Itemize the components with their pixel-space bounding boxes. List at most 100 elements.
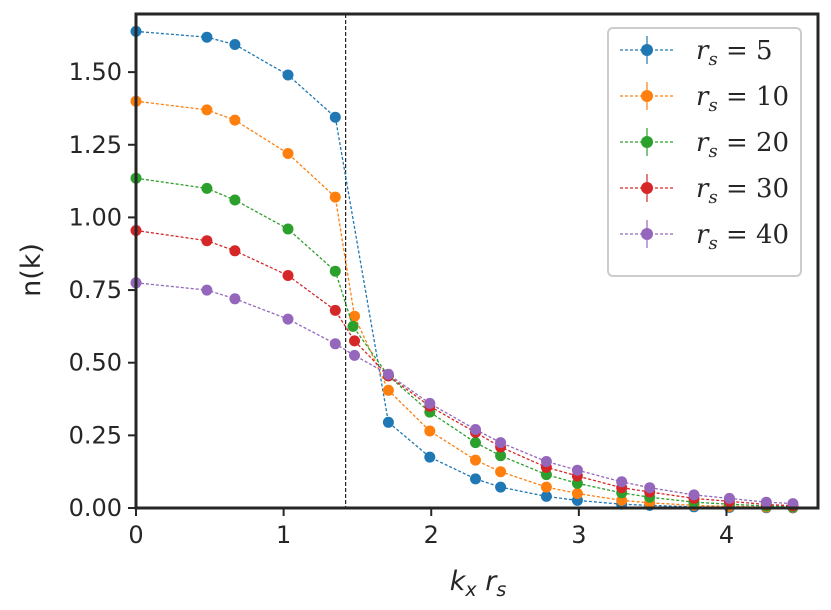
data-point-s0-p4 — [329, 111, 341, 123]
legend-label-sub-3: s — [708, 187, 717, 208]
data-point-s0-p2 — [229, 39, 241, 50]
data-point-s2-p5 — [347, 320, 359, 332]
data-point-s4-p6 — [382, 368, 394, 380]
legend-label-2: rs = 20 — [696, 128, 789, 162]
legend-label-sub-1: s — [708, 95, 717, 116]
data-point-s3-p1 — [201, 235, 213, 247]
legend-label-eq-0: = 5 — [718, 36, 773, 66]
legend-label-symbol-3: r — [696, 174, 710, 204]
legend-label-symbol-1: r — [696, 82, 710, 112]
data-point-s4-p1 — [201, 284, 213, 296]
data-point-s4-p5 — [349, 349, 360, 361]
legend-marker-2 — [641, 136, 653, 148]
data-point-s0-p3 — [282, 69, 294, 81]
data-point-s0-p1 — [201, 31, 213, 43]
legend-label-3: rs = 30 — [696, 174, 789, 208]
y-tick-label-6: 1.50 — [69, 58, 122, 86]
legend-label-0: rs = 5 — [696, 36, 773, 70]
data-point-s2-p3 — [282, 223, 294, 235]
data-point-s4-p3 — [282, 313, 294, 325]
data-point-s1-p3 — [282, 148, 294, 159]
x-axis-label-k: k — [450, 566, 467, 597]
data-point-s1-p2 — [229, 114, 241, 126]
x-tick-label-2: 2 — [424, 521, 439, 549]
legend-label-4: rs = 40 — [696, 220, 789, 254]
data-point-s0-p6 — [424, 451, 436, 463]
series-line-3 — [135, 229, 793, 507]
data-point-s0-p5 — [382, 416, 394, 428]
legend-label-sub-0: s — [708, 49, 717, 70]
x-tick-label-1: 1 — [276, 521, 291, 549]
series-line-1 — [135, 100, 793, 509]
legend-label-symbol-2: r — [696, 128, 710, 158]
x-axis-label-sub-x: x — [464, 579, 477, 601]
data-point-s0-p7 — [470, 473, 481, 485]
data-point-s0-p8 — [495, 481, 507, 493]
y-axis-label: n(k) — [16, 243, 47, 297]
data-point-s1-p7 — [424, 425, 436, 437]
legend-label-1: rs = 10 — [696, 82, 789, 116]
x-tick-label-0: 0 — [128, 521, 143, 549]
data-point-s3-p3 — [282, 270, 294, 281]
data-point-s2-p2 — [229, 194, 241, 206]
legend-label-eq-3: = 30 — [718, 174, 789, 204]
data-point-s1-p11 — [571, 488, 583, 499]
data-point-s4-p7 — [424, 397, 436, 409]
legend-label-symbol-4: r — [696, 220, 710, 250]
y-tick-label-4: 1.00 — [69, 203, 122, 231]
data-point-s2-p8 — [470, 437, 481, 449]
data-point-s1-p4 — [329, 191, 341, 203]
legend-label-eq-4: = 40 — [718, 220, 789, 250]
x-axis-label-sub-s: s — [496, 579, 506, 601]
data-point-s3-p4 — [329, 304, 341, 316]
data-point-s3-p5 — [349, 335, 360, 347]
x-axis-label-r: r — [485, 566, 498, 597]
legend-label-sub-2: s — [708, 141, 717, 162]
y-tick-label-0: 0.00 — [69, 494, 122, 522]
x-tick-label-3: 3 — [571, 521, 586, 549]
data-point-s4-p2 — [229, 293, 241, 305]
data-point-s4-p14 — [688, 489, 700, 501]
data-point-s1-p5 — [349, 310, 360, 322]
series-line-2 — [135, 177, 793, 508]
legend-marker-3 — [641, 182, 653, 194]
data-point-s4-p9 — [495, 437, 507, 449]
legend-label-symbol-0: r — [696, 36, 710, 66]
legend-label-eq-2: = 20 — [718, 128, 789, 158]
legend-marker-0 — [641, 44, 653, 56]
data-point-s4-p17 — [787, 498, 799, 510]
y-tick-label-5: 1.25 — [69, 131, 122, 159]
data-point-s4-p10 — [540, 456, 552, 467]
axes-layer: 0 1 2 3 4 0.00 0.25 0.50 0.75 1.00 1.25 1.50 — [69, 12, 820, 549]
data-point-s1-p8 — [470, 454, 481, 466]
x-axis-label-space — [477, 566, 486, 597]
series-line-4 — [135, 282, 793, 505]
data-point-s2-p9 — [495, 450, 507, 462]
legend-marker-1 — [641, 90, 653, 102]
y-tick-label-2: 0.50 — [69, 349, 122, 377]
y-tick-label-3: 0.75 — [69, 276, 122, 304]
data-point-s4-p4 — [329, 338, 341, 350]
x-tick-label-4: 4 — [719, 521, 734, 549]
legend-marker-4 — [641, 228, 653, 240]
y-tick-label-1: 0.25 — [69, 421, 122, 449]
legend-box — [607, 27, 802, 277]
data-point-s2-p4 — [329, 265, 341, 277]
data-point-s3-p2 — [229, 245, 241, 257]
data-point-s1-p1 — [201, 104, 213, 116]
plot-frame — [134, 12, 820, 510]
data-point-s1-p10 — [540, 481, 552, 493]
data-point-s4-p11 — [571, 464, 583, 476]
data-point-s2-p1 — [201, 182, 213, 194]
data-point-s1-p6 — [382, 384, 394, 396]
data-point-s1-p9 — [495, 466, 507, 478]
data-point-s4-p15 — [723, 492, 735, 504]
data-point-s4-p8 — [470, 424, 481, 435]
data-point-s4-p16 — [760, 496, 772, 508]
legend-label-sub-4: s — [708, 233, 717, 254]
x-axis-label: kx rs — [450, 566, 507, 601]
data-point-s0-p9 — [540, 490, 552, 502]
